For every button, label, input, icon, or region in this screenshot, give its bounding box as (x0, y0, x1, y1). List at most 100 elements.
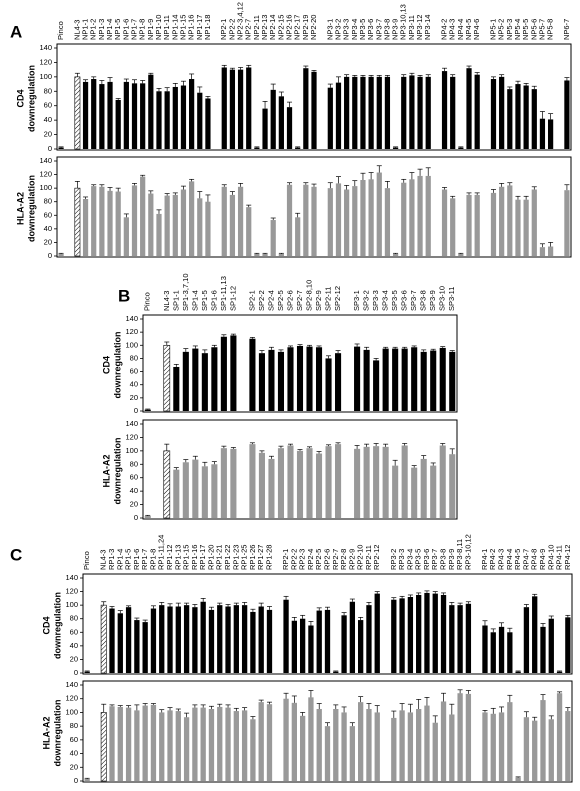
bar (220, 448, 227, 518)
bar (125, 707, 132, 781)
bar (233, 605, 239, 673)
bar (287, 445, 294, 518)
bar (327, 188, 333, 256)
bar (556, 671, 563, 673)
bar (399, 598, 405, 673)
category-label: RP3-2 (389, 549, 398, 570)
y-tick-label: 140 (39, 156, 52, 165)
bar (352, 186, 358, 256)
category-label: SP2-1 (247, 290, 256, 311)
bar (225, 606, 231, 673)
bar (547, 119, 554, 149)
bar (531, 189, 537, 256)
bar (100, 712, 107, 782)
category-label: RP3-8,11 (455, 539, 464, 570)
bar (315, 347, 323, 411)
category-label: RP3-9 (447, 549, 456, 570)
category-label: NP3-11 (407, 15, 416, 40)
category-label: RP3-7 (430, 549, 439, 570)
bar (565, 711, 571, 781)
category-label: SP2-9 (314, 290, 323, 311)
bar (311, 186, 317, 256)
category-label: NP1-18 (203, 15, 212, 40)
y-tick-label: 40 (70, 641, 78, 650)
bar (416, 709, 422, 781)
bar (197, 92, 203, 149)
bar (382, 446, 389, 518)
category-label: RP1-5 (124, 549, 133, 570)
bar (333, 709, 339, 781)
bar (548, 719, 554, 781)
bar (277, 351, 285, 411)
category-label: NP2-2 (227, 19, 236, 40)
bar (254, 253, 260, 256)
bar (225, 707, 231, 781)
bar (547, 246, 554, 256)
category-label: RP3-8 (439, 549, 448, 570)
bar (474, 194, 480, 256)
category-label: NP2-13 (260, 15, 269, 40)
bar (465, 603, 472, 673)
y-tick-label: 60 (44, 210, 52, 219)
bar (148, 74, 154, 149)
bar (324, 609, 331, 673)
y-tick-label: 60 (44, 101, 52, 110)
bar (384, 188, 391, 256)
bar (556, 693, 563, 781)
bar (205, 98, 211, 149)
category-label: SP3-5 (390, 290, 399, 311)
category-label: NP2-15 (276, 15, 285, 40)
bar (523, 717, 530, 781)
bar (474, 74, 480, 149)
y-tick-label: 120 (125, 327, 138, 336)
bar (254, 147, 260, 149)
bar (344, 189, 350, 256)
category-label: NP1-16 (187, 15, 196, 40)
bar (392, 253, 399, 256)
bar (315, 453, 323, 518)
category-label: RP3-5 (414, 549, 423, 570)
bar (164, 91, 170, 149)
bar (109, 706, 115, 781)
bar (163, 344, 171, 412)
bar (373, 360, 380, 411)
bar (233, 711, 239, 781)
category-label: SP3-6 (400, 290, 409, 311)
y-tick-label: 100 (39, 72, 52, 81)
bar (425, 76, 431, 149)
bar (74, 187, 81, 257)
category-label: RP2-9 (347, 549, 356, 570)
bar (392, 348, 399, 411)
category-label: NP1-9 (146, 19, 155, 40)
y-tick-label: 40 (130, 380, 138, 389)
category-label: NP3-9 (391, 19, 400, 40)
category-label: RP1-11,24 (157, 535, 166, 570)
bar (167, 606, 173, 673)
bar (366, 605, 372, 673)
category-label: NP2-11 (252, 15, 261, 40)
category-label: RP1-8 (148, 549, 157, 570)
bar (507, 702, 513, 781)
bar (368, 76, 374, 149)
category-label: RP1-16 (190, 545, 199, 570)
bar (540, 626, 546, 673)
y-tick-label: 40 (44, 115, 52, 124)
plot-frame (82, 680, 573, 783)
bar (296, 450, 304, 518)
bar (424, 705, 430, 781)
bar (221, 186, 227, 256)
bar (205, 201, 211, 256)
bar (262, 108, 268, 149)
bar (401, 182, 407, 256)
y-tick-label: 20 (44, 130, 52, 139)
y-tick-label: 140 (65, 680, 78, 689)
bar (82, 81, 89, 149)
bar (91, 186, 97, 256)
bar (183, 717, 190, 781)
bar (407, 712, 414, 781)
bar (490, 632, 496, 673)
bar (450, 198, 456, 256)
y-tick-label: 40 (130, 486, 138, 495)
bar (159, 605, 165, 673)
bar (123, 217, 129, 256)
